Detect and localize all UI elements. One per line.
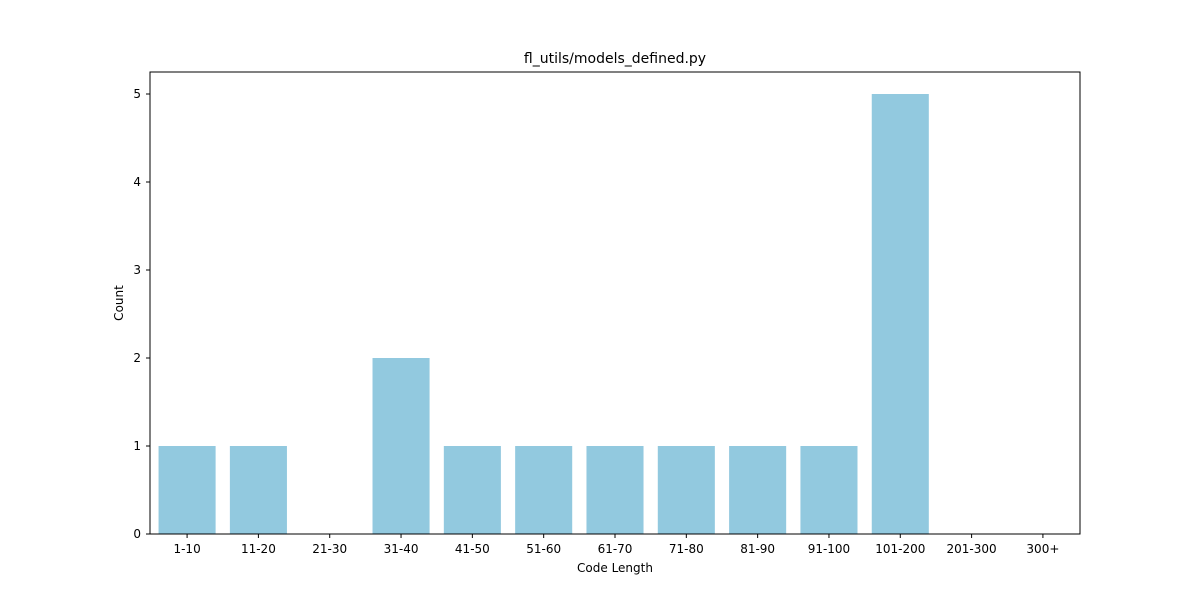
bar-11-20 [229, 446, 287, 534]
bar-61-70 [586, 446, 644, 534]
x-axis-ticks: 1-10 11-20 21-30 31-40 41-50 51-60 61-70 71-80 8… [173, 534, 1059, 556]
x-axis-label: Code Length [577, 561, 653, 575]
bar-81-90 [729, 446, 787, 534]
x-tick-label: 81-90 [740, 542, 775, 556]
x-tick-label: 61-70 [598, 542, 633, 556]
y-axis-ticks: 0 1 2 3 4 5 [133, 87, 150, 541]
y-axis-label: Count [112, 285, 126, 321]
y-tick-label: 2 [133, 351, 141, 365]
bar-31-40 [372, 358, 430, 534]
x-tick-label: 1-10 [173, 542, 200, 556]
x-tick-label: 51-60 [526, 542, 561, 556]
x-tick-label: 31-40 [384, 542, 419, 556]
y-tick-label: 3 [133, 263, 141, 277]
bar-1-10 [158, 446, 216, 534]
bar-51-60 [515, 446, 573, 534]
x-tick-label: 101-200 [875, 542, 925, 556]
x-tick-label: 41-50 [455, 542, 490, 556]
x-tick-label: 201-300 [947, 542, 997, 556]
bar-71-80 [657, 446, 715, 534]
y-tick-label: 0 [133, 527, 141, 541]
y-tick-label: 4 [133, 175, 141, 189]
x-tick-label: 71-80 [669, 542, 704, 556]
bar-91-100 [800, 446, 858, 534]
x-tick-label: 91-100 [808, 542, 851, 556]
y-tick-label: 5 [133, 87, 141, 101]
x-tick-label: 300+ [1026, 542, 1059, 556]
bars [158, 94, 929, 534]
y-tick-label: 1 [133, 439, 141, 453]
chart-title: fl_utils/models_defined.py [524, 51, 706, 67]
bar-101-200 [871, 94, 929, 534]
x-tick-label: 21-30 [312, 542, 347, 556]
x-tick-label: 11-20 [241, 542, 276, 556]
bar-41-50 [443, 446, 501, 534]
